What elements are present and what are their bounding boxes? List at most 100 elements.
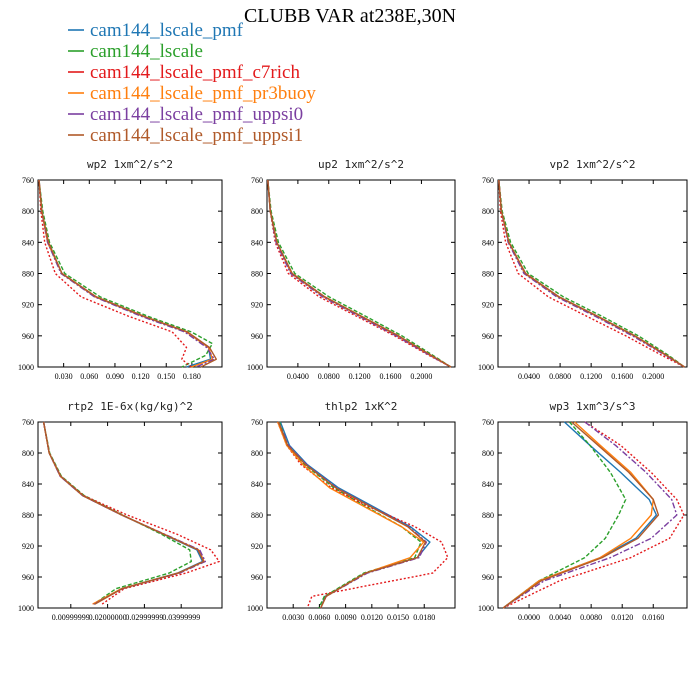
legend-label: cam144_lscale_pmf_uppsi0 <box>90 104 303 125</box>
y-tick-label: 760 <box>22 176 34 185</box>
chart-panel: wp2 1xm^2/s^2 760 800 840 880 920 960 1000 0.030… <box>18 158 223 381</box>
y-tick-label: 880 <box>251 270 263 279</box>
x-tick-label: 0.060 <box>80 372 98 381</box>
x-tick-label: 0.1600 <box>380 372 402 381</box>
chart-title: vp2 1xm^2/s^2 <box>549 158 635 171</box>
series-line <box>502 421 627 609</box>
series-line <box>498 179 685 368</box>
x-tick-label: 0.0800 <box>318 372 340 381</box>
plot-frame <box>37 421 223 609</box>
y-tick-label: 880 <box>22 270 34 279</box>
series-line <box>267 179 452 368</box>
x-tick-label: 0.0030 <box>282 613 304 622</box>
series-line <box>42 421 220 605</box>
chart-title: up2 1xm^2/s^2 <box>318 158 404 171</box>
y-tick-label: 760 <box>251 176 263 185</box>
y-tick-label: 920 <box>251 542 263 551</box>
series-line <box>502 421 678 609</box>
series-line <box>38 179 218 368</box>
y-tick-label: 1000 <box>18 363 34 372</box>
x-tick-label: 0.0160 <box>642 613 664 622</box>
x-tick-label: 0.0090 <box>335 613 357 622</box>
y-tick-label: 800 <box>482 207 494 216</box>
y-tick-label: 1000 <box>478 604 494 613</box>
x-tick-label: 0.090 <box>106 372 124 381</box>
y-tick-label: 840 <box>482 480 494 489</box>
x-tick-label: 0.0000 <box>518 613 540 622</box>
series-line <box>38 179 192 368</box>
x-tick-label: 0.0180 <box>413 613 435 622</box>
x-tick-label: 0.03999999 <box>162 613 200 622</box>
series-line <box>277 421 427 609</box>
panel-grid: wp2 1xm^2/s^2 760 800 840 880 920 960 1000 0.030… <box>18 158 688 622</box>
x-tick-label: 0.2000 <box>642 372 664 381</box>
y-tick-label: 840 <box>22 480 34 489</box>
legend: cam144_lscale_pmfcam144_lscalecam144_lsc… <box>68 20 316 146</box>
y-tick-label: 920 <box>22 301 34 310</box>
y-tick-label: 920 <box>251 301 263 310</box>
x-tick-label: 0.0400 <box>518 372 540 381</box>
y-tick-label: 800 <box>482 449 494 458</box>
series-line <box>38 179 216 368</box>
x-tick-label: 0.1200 <box>349 372 371 381</box>
x-tick-label: 0.02000000 <box>89 613 127 622</box>
y-tick-label: 920 <box>22 542 34 551</box>
series-line <box>502 421 660 609</box>
chart-panel: up2 1xm^2/s^2 760 800 840 880 920 960 1000 0.040… <box>247 158 456 381</box>
x-tick-label: 0.0120 <box>361 613 383 622</box>
chart-title: wp3 1xm^3/s^3 <box>549 400 635 413</box>
series-line <box>277 421 449 609</box>
x-tick-label: 0.1600 <box>611 372 633 381</box>
y-tick-label: 960 <box>251 332 263 341</box>
x-tick-label: 0.02999999 <box>125 613 163 622</box>
series-line <box>498 179 685 368</box>
y-tick-label: 920 <box>482 301 494 310</box>
y-tick-label: 960 <box>22 573 34 582</box>
y-tick-label: 760 <box>251 418 263 427</box>
x-tick-label: 0.120 <box>132 372 150 381</box>
x-tick-label: 0.0400 <box>287 372 309 381</box>
series-line <box>42 421 204 605</box>
y-tick-label: 880 <box>251 511 263 520</box>
y-tick-label: 880 <box>482 511 494 520</box>
series-line <box>38 179 214 368</box>
legend-label: cam144_lscale_pmf_c7rich <box>90 62 300 83</box>
chart-panel: wp3 1xm^3/s^3 760 800 840 880 920 960 1000 0.000… <box>478 400 688 622</box>
x-tick-label: 0.0040 <box>549 613 571 622</box>
y-tick-label: 840 <box>22 238 34 247</box>
x-tick-label: 0.0120 <box>611 613 633 622</box>
y-tick-label: 880 <box>22 511 34 520</box>
series-line <box>277 421 425 609</box>
y-tick-label: 800 <box>251 449 263 458</box>
y-tick-label: 840 <box>251 238 263 247</box>
x-tick-label: 0.2000 <box>410 372 432 381</box>
series-line <box>42 421 207 605</box>
y-tick-label: 1000 <box>18 604 34 613</box>
x-tick-label: 0.00999999 <box>52 613 90 622</box>
y-tick-label: 1000 <box>247 363 263 372</box>
legend-label: cam144_lscale_pmf_uppsi1 <box>90 125 303 146</box>
y-tick-label: 960 <box>251 573 263 582</box>
y-tick-label: 1000 <box>247 604 263 613</box>
x-tick-label: 0.1200 <box>580 372 602 381</box>
x-tick-label: 0.0800 <box>549 372 571 381</box>
y-tick-label: 960 <box>482 573 494 582</box>
chart-title: rtp2 1E-6x(kg/kg)^2 <box>67 400 193 413</box>
y-tick-label: 840 <box>251 480 263 489</box>
legend-label: cam144_lscale_pmf <box>90 20 244 41</box>
y-tick-label: 800 <box>22 449 34 458</box>
y-tick-label: 760 <box>482 176 494 185</box>
chart-title: wp2 1xm^2/s^2 <box>87 158 173 171</box>
chart-title: thlp2 1xK^2 <box>325 400 398 413</box>
legend-label: cam144_lscale <box>90 41 203 62</box>
x-tick-label: 0.0080 <box>580 613 602 622</box>
x-tick-label: 0.030 <box>55 372 73 381</box>
y-tick-label: 960 <box>22 332 34 341</box>
y-tick-label: 1000 <box>478 363 494 372</box>
y-tick-label: 800 <box>251 207 263 216</box>
y-tick-label: 880 <box>482 270 494 279</box>
x-tick-label: 0.150 <box>157 372 175 381</box>
series-line <box>42 421 205 605</box>
series-line <box>502 421 685 609</box>
